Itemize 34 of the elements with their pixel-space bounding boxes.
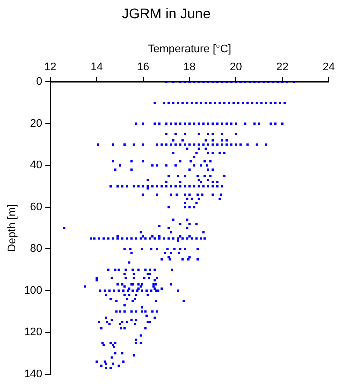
x-tick-label: 24 — [322, 62, 336, 74]
point — [200, 102, 203, 104]
chart-title: JGRM in June — [122, 5, 212, 22]
x-tick-label: 12 — [44, 62, 57, 74]
point — [216, 181, 219, 184]
point — [96, 360, 98, 364]
y-tick-label: 100 — [24, 284, 43, 297]
y-tick-label: 80 — [30, 243, 43, 256]
point — [216, 185, 219, 188]
point — [212, 133, 214, 136]
point — [168, 174, 170, 178]
point — [196, 174, 200, 178]
x-tick-label: 16 — [137, 62, 150, 74]
y-axis-title: Depth [m] — [6, 204, 19, 252]
y-tick-label: 40 — [30, 160, 43, 172]
point — [165, 133, 168, 136]
x-tick-label: 22 — [276, 62, 289, 74]
point — [104, 360, 106, 364]
point — [200, 181, 203, 184]
x-tick-label: 20 — [230, 62, 242, 74]
x-axis-title: Temperature [°C] — [148, 43, 232, 56]
x-tick-label: 14 — [90, 62, 104, 74]
x-tick-label: 18 — [184, 62, 196, 74]
point — [171, 268, 174, 272]
point — [216, 122, 219, 126]
y-tick-label: 20 — [30, 118, 43, 130]
y-tick-label: 120 — [24, 326, 43, 339]
y-tick-label: 140 — [24, 368, 43, 380]
point — [223, 174, 226, 178]
point — [126, 185, 128, 188]
y-tick-label: 0 — [36, 76, 43, 88]
point — [198, 133, 200, 136]
point — [179, 222, 182, 226]
y-tick-label: 60 — [30, 201, 43, 214]
